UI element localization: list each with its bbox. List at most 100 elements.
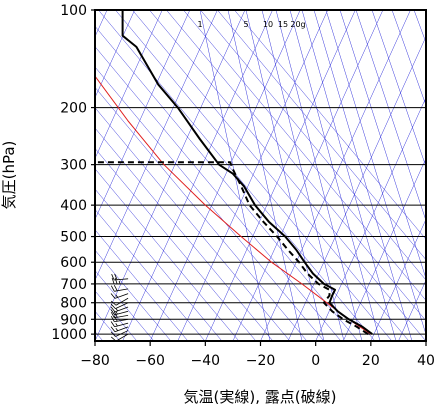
x-tick-label: 0 (311, 353, 320, 369)
isotherm-line (398, 279, 426, 341)
temperature-line (121, 10, 373, 335)
x-tick-label: −80 (80, 353, 110, 369)
isotherm-line (287, 36, 426, 341)
wind-barb-staff (114, 306, 129, 313)
mixing-ratio-line (355, 10, 426, 222)
adiabat-line (95, 270, 155, 341)
mixing-ratio-label: 20g (290, 20, 305, 29)
mixing-ratio-label: 15 (278, 20, 288, 29)
adiabat-line (166, 10, 426, 322)
adiabat-line (95, 168, 240, 341)
y-tick-label: 1000 (51, 327, 87, 343)
adiabat-line (95, 310, 121, 341)
y-tick-label: 700 (60, 277, 87, 293)
mixing-ratio-line (301, 10, 397, 341)
wind-barb-staff (114, 278, 129, 281)
wind-barb-staff (115, 297, 129, 306)
adiabat-line (95, 290, 138, 341)
wind-barb-flag (110, 293, 116, 299)
x-tick-label: −60 (135, 353, 165, 369)
mixing-ratio-line (245, 10, 325, 341)
wind-barb (110, 309, 129, 316)
mixing-ratio-labels: 1 5 10 15 20g (197, 20, 305, 29)
isotherm-line (260, 10, 411, 341)
adiabat-line (95, 46, 342, 341)
wind-barb-staff (114, 326, 129, 333)
isotherm-line (425, 340, 426, 341)
isotherm-line (205, 10, 356, 341)
x-axis-ticks: −80 −60 −40 −20 0 20 40 (80, 341, 435, 369)
isotherm-line (177, 10, 328, 341)
mixing-ratio-label: 1 (197, 20, 202, 29)
wind-barb (111, 273, 129, 281)
wind-barb-flag (113, 285, 118, 291)
wind-barb (110, 306, 129, 313)
adiabat-line (95, 66, 325, 341)
wind-barb (110, 326, 129, 333)
wind-barb (110, 302, 129, 309)
mixing-ratio-line (275, 10, 363, 341)
adiabat-line (217, 10, 426, 261)
y-tick-label: 200 (60, 101, 87, 117)
isotherm-line (95, 10, 191, 220)
mixing-ratio-line (313, 10, 413, 341)
adiabat-line (95, 188, 223, 341)
adiabat-line (95, 229, 189, 341)
isotherm-line (95, 10, 246, 341)
isotherm-line (95, 10, 218, 281)
wind-barb-flag (110, 309, 115, 316)
y-tick-label: 600 (60, 255, 87, 271)
mixing-ratio-line (289, 10, 381, 341)
wind-barb-flag (110, 300, 117, 306)
isotherm-line (95, 10, 163, 160)
mixing-ratio-label: 10 (263, 20, 273, 29)
wind-barb-staff (114, 318, 129, 323)
wind-barb-flag (111, 274, 115, 281)
y-axis-title: 気圧(hPa) (0, 141, 18, 210)
x-axis-title: 気温(実線), 露点(破線) (184, 388, 337, 406)
adiabat-line (95, 209, 206, 341)
data-series (95, 10, 373, 335)
y-tick-label: 800 (60, 296, 87, 312)
y-tick-label: 900 (60, 312, 87, 328)
adiabat-line (149, 10, 426, 341)
adiabat-line (183, 10, 426, 301)
wind-barb-half-flag (115, 323, 118, 327)
wind-barb-staff (114, 314, 129, 319)
wind-barb-flag (111, 277, 115, 285)
isotherm-line (232, 10, 384, 341)
x-tick-label: 40 (417, 353, 435, 369)
wind-barb-staff (115, 333, 129, 342)
wind-barb-flag (114, 273, 118, 280)
wind-barb-half-flag (115, 311, 118, 315)
adiabat-line (200, 10, 426, 281)
wind-barb-flag (110, 306, 116, 313)
y-tick-label: 400 (60, 198, 87, 214)
mixing-ratio-line (391, 10, 426, 107)
wind-barb (110, 297, 129, 306)
wind-barb-half-flag (115, 294, 119, 298)
wind-barb (110, 330, 129, 337)
isotherm-line (343, 157, 426, 341)
mixing-ratio-line (371, 10, 426, 168)
wind-barb-flag (110, 331, 116, 337)
wind-barb-flag (110, 312, 115, 318)
dewpoint-line (95, 161, 369, 335)
wind-barb-flag (113, 315, 118, 322)
wind-barb-staff (115, 330, 129, 337)
isotherm-line (122, 10, 273, 341)
x-tick-label: −20 (246, 353, 276, 369)
adiabat-line (234, 10, 426, 240)
isotherm-line (149, 10, 301, 341)
wind-barb (110, 311, 129, 319)
x-tick-label: 20 (362, 353, 380, 369)
adiabat-line (95, 107, 291, 341)
isotherm-line (95, 10, 135, 99)
wind-barb-staff (114, 310, 129, 316)
wind-barb-half-flag (118, 280, 121, 285)
wind-barb-staff (114, 288, 129, 292)
wind-barb-flag (110, 285, 115, 292)
wind-barb (110, 315, 129, 323)
